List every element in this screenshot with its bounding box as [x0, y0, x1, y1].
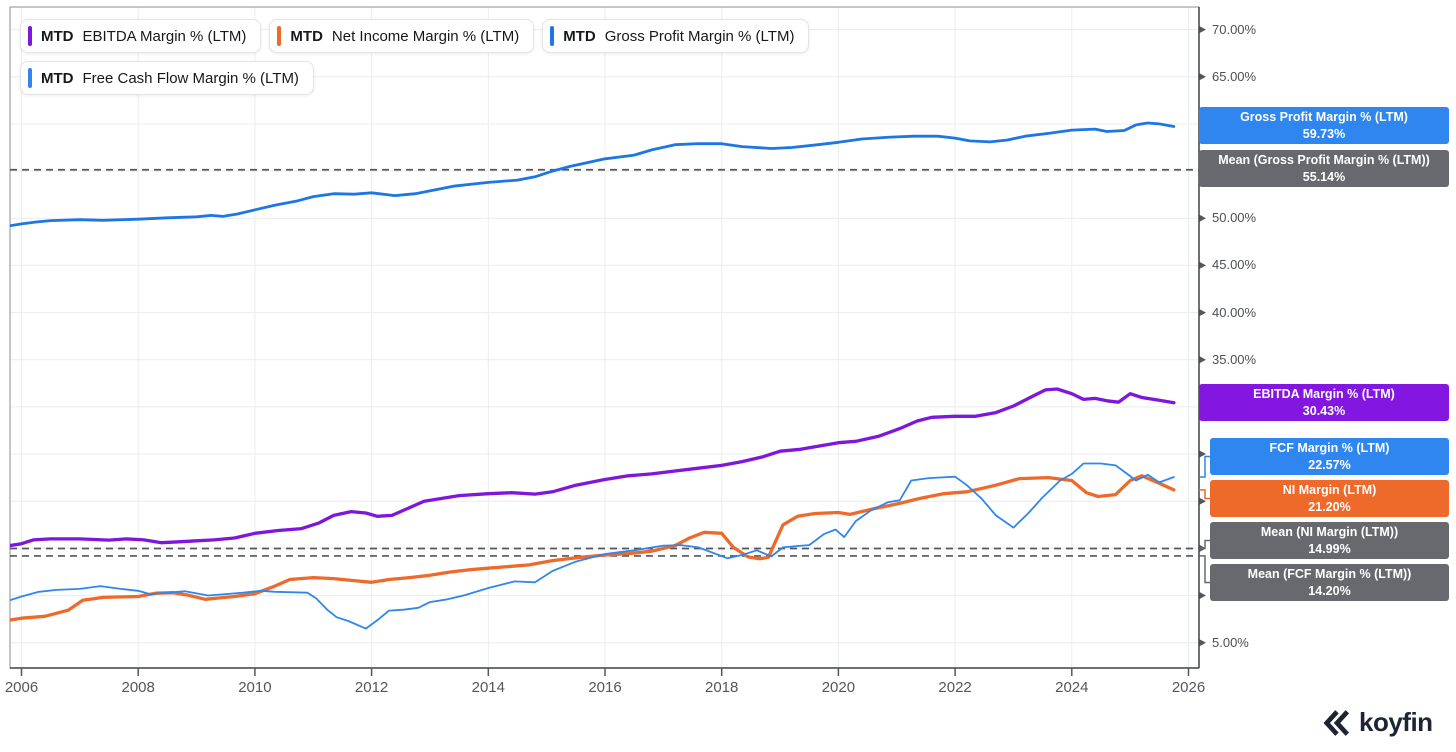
- value-label-title: Gross Profit Margin % (LTM): [1240, 110, 1408, 124]
- value-label-title: EBITDA Margin % (LTM): [1253, 387, 1395, 401]
- value-label-value: 30.43%: [1302, 403, 1346, 418]
- value-label-mean-ni-margin: Mean (NI Margin (LTM)) 14.99%: [1210, 522, 1449, 559]
- value-label-title: Mean (Gross Profit Margin % (LTM)): [1218, 153, 1430, 167]
- series-line-gross-profit: [10, 121, 1176, 228]
- legend-ticker: MTD: [41, 27, 74, 45]
- value-label-ebitda-margin: EBITDA Margin % (LTM) 30.43%: [1199, 384, 1449, 421]
- ebitda-series-color-bar: [28, 26, 32, 46]
- x-axis-tick-label: 2014: [471, 679, 505, 696]
- x-axis-tick-label: 2024: [1055, 679, 1089, 696]
- series-line-fcf: [10, 462, 1175, 630]
- value-label-gross-profit-margin: Gross Profit Margin % (LTM) 59.73%: [1199, 107, 1449, 144]
- legend-item-net-income-margin[interactable]: MTD Net Income Margin % (LTM): [269, 19, 535, 53]
- value-label-title: FCF Margin % (LTM): [1269, 441, 1390, 455]
- x-axis-tick-label: 2020: [821, 679, 856, 696]
- koyfin-wordmark: koyfin: [1359, 707, 1433, 737]
- x-axis-tick-label: 2016: [588, 679, 622, 696]
- legend-label: Net Income Margin % (LTM): [331, 27, 520, 45]
- value-label-value: 22.57%: [1308, 457, 1351, 472]
- x-axis-tick-label: 2018: [705, 679, 739, 696]
- x-axis-tick-label: 2012: [354, 679, 389, 696]
- y-axis-tick-label: 65.00%: [1212, 68, 1257, 84]
- value-label-mean-gross-profit-margin: Mean (Gross Profit Margin % (LTM)) 55.14…: [1199, 150, 1449, 187]
- y-axis-tick-label: 70.00%: [1212, 21, 1257, 37]
- x-axis-tick-label: 2022: [938, 679, 972, 696]
- value-label-fcf-margin: FCF Margin % (LTM) 22.57%: [1210, 438, 1449, 475]
- value-label-title: Mean (NI Margin (LTM)): [1260, 525, 1399, 539]
- value-label-title: Mean (FCF Margin % (LTM)): [1247, 567, 1412, 581]
- y-axis-tick-label: 50.00%: [1212, 210, 1257, 226]
- legend-item-fcf-margin[interactable]: MTD Free Cash Flow Margin % (LTM): [20, 61, 314, 95]
- legend-label: Gross Profit Margin % (LTM): [604, 27, 795, 45]
- value-label-value: 55.14%: [1302, 169, 1346, 184]
- y-axis-tick-label: 40.00%: [1212, 304, 1257, 320]
- x-axis-tick-label: 2026: [1171, 679, 1206, 696]
- net-income-series-color-bar: [277, 26, 282, 46]
- x-axis-tick-label: 2010: [238, 679, 272, 696]
- legend-item-gross-profit-margin[interactable]: MTD Gross Profit Margin % (LTM): [542, 19, 810, 53]
- series-line-ebitda: [10, 387, 1176, 548]
- chart-legend-row-2: MTD Free Cash Flow Margin % (LTM): [20, 61, 314, 95]
- y-axis-tick-label: 45.00%: [1212, 257, 1257, 273]
- x-axis-tick-label: 2006: [4, 679, 39, 696]
- y-axis-tick-label: 5.00%: [1212, 634, 1249, 650]
- legend-ticker: MTD: [41, 69, 74, 87]
- legend-ticker: MTD: [290, 27, 323, 45]
- value-label-value: 14.99%: [1308, 541, 1351, 556]
- value-label-value: 59.73%: [1302, 126, 1346, 141]
- legend-item-ebitda-margin[interactable]: MTD EBITDA Margin % (LTM): [20, 19, 262, 53]
- koyfin-logo: koyfin: [1322, 707, 1433, 738]
- value-label-value: 21.20%: [1308, 499, 1351, 514]
- koyfin-chevrons-icon: [1323, 709, 1350, 736]
- legend-ticker: MTD: [563, 27, 596, 45]
- legend-label: EBITDA Margin % (LTM): [82, 27, 247, 45]
- chart-legend-row-1: MTD EBITDA Margin % (LTM) MTD Net Income…: [20, 19, 810, 53]
- y-axis-tick-label: 35.00%: [1212, 351, 1257, 367]
- value-label-title: NI Margin (LTM): [1282, 483, 1377, 497]
- value-label-mean-fcf-margin: Mean (FCF Margin % (LTM)) 14.20%: [1210, 564, 1449, 601]
- value-label-ni-margin: NI Margin (LTM) 21.20%: [1210, 480, 1449, 517]
- legend-label: Free Cash Flow Margin % (LTM): [82, 69, 299, 87]
- x-axis-tick-label: 2008: [121, 679, 155, 696]
- value-label-value: 14.20%: [1308, 583, 1351, 598]
- fcf-series-color-bar: [28, 68, 32, 88]
- gross-profit-series-color-bar: [550, 26, 555, 46]
- series-line-net-income: [10, 474, 1176, 622]
